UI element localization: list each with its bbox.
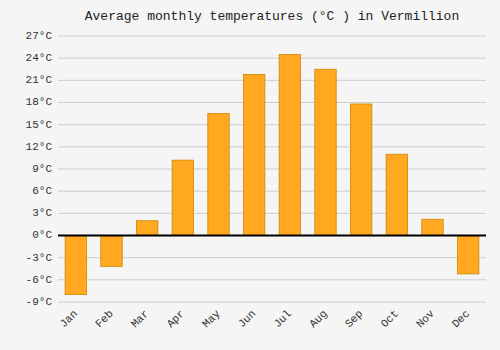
title: Average monthly temperatures (°C ) in Ve… [85, 9, 459, 24]
baseline [58, 235, 486, 237]
grid-line [58, 235, 486, 236]
x-tick-label: Feb [93, 308, 115, 330]
y-tick-label: 24°C [26, 52, 53, 64]
y-tick-label: 6°C [32, 185, 52, 197]
x-tick-label: Oct [379, 308, 401, 330]
y-tick-label: 15°C [26, 119, 53, 131]
grid-line [58, 191, 486, 192]
x-tick-label: Jan [58, 308, 80, 330]
grid-line [58, 36, 486, 37]
y-tick-label: -6°C [26, 274, 53, 286]
grid-line [58, 58, 486, 59]
grid-line [58, 213, 486, 214]
bar [457, 236, 478, 274]
x-tick-label: Aug [307, 308, 329, 330]
x-tick-label: Dec [450, 308, 472, 330]
y-tick-label: -3°C [26, 252, 53, 264]
y-tick-label: 9°C [32, 163, 52, 175]
x-tick-label: Sep [343, 308, 365, 330]
y-tick-label: 18°C [26, 96, 53, 108]
bar [350, 104, 371, 236]
y-tick-label: 3°C [32, 207, 52, 219]
y-tick-label: 12°C [26, 141, 53, 153]
x-axis: Jan Feb Mar Apr May Jun Jul Aug Sep Oct Nov Dec [58, 307, 473, 330]
y-tick-label: 27°C [26, 30, 53, 42]
y-axis: -9°C -6°C -3°C 0°C 3°C 6°C 9°C 12°C 15°C 18°C 21°C… [26, 30, 53, 308]
grid-line [58, 146, 486, 147]
x-tick-label: May [200, 307, 223, 330]
y-tick-label: 0°C [32, 229, 52, 241]
bar [172, 160, 193, 235]
x-tick-label: Jun [236, 308, 258, 330]
grid-line [58, 279, 486, 280]
bar [386, 154, 407, 235]
x-tick-label: Mar [129, 308, 151, 330]
y-tick-label: 21°C [26, 74, 53, 86]
bar [315, 69, 336, 235]
bar [101, 236, 122, 267]
bar [422, 219, 443, 235]
chart: -9°C -6°C -3°C 0°C 3°C 6°C 9°C 12°C 15°C 18°C 21°C… [0, 0, 500, 350]
bar [243, 74, 264, 235]
x-tick-label: Nov [414, 307, 437, 330]
grid-line [58, 169, 486, 170]
y-tick-label: -9°C [26, 296, 53, 308]
x-tick-label: Jul [272, 308, 294, 330]
x-tick-label: Apr [165, 308, 187, 330]
grid-line [58, 302, 486, 303]
bars [65, 54, 479, 294]
background [0, 0, 500, 350]
grid-line [58, 80, 486, 81]
bar [136, 221, 157, 236]
bar [208, 114, 229, 236]
grid-line [58, 102, 486, 103]
bar [279, 54, 300, 235]
grid-line [58, 124, 486, 125]
bar [65, 236, 86, 295]
grid [58, 36, 486, 302]
chart-container: -9°C -6°C -3°C 0°C 3°C 6°C 9°C 12°C 15°C 18°C 21°C… [0, 0, 500, 350]
